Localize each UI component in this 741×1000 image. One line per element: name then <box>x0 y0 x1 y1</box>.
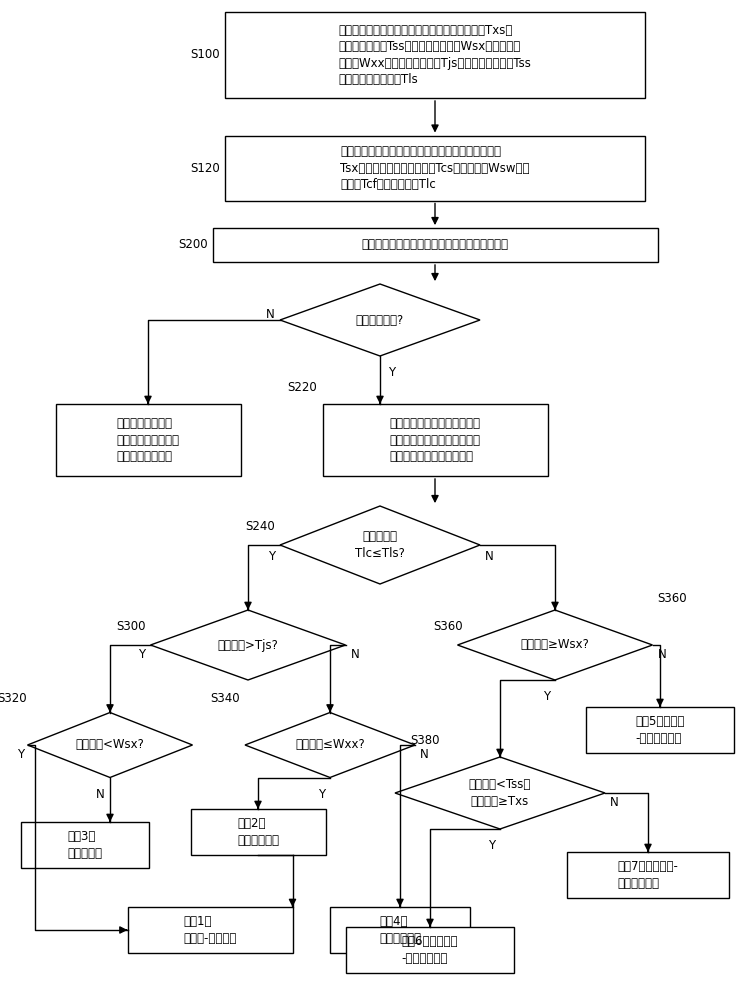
Polygon shape <box>395 757 605 829</box>
Text: S120: S120 <box>190 161 220 174</box>
FancyBboxPatch shape <box>127 907 293 953</box>
Text: 检测各种运行模式相关的参数实测值，包括水箱水温
Tsx、套管式换热器出水温度Tcs、水箱水位Wsw、厨
房温度Tcf和冷藏间温度Tlc: 检测各种运行模式相关的参数实测值，包括水箱水温 Tsx、套管式换热器出水温度Tc… <box>340 145 530 191</box>
FancyBboxPatch shape <box>213 228 657 262</box>
FancyBboxPatch shape <box>225 135 645 200</box>
Polygon shape <box>150 610 345 680</box>
Text: 模式6：热风升温
-冷藏冷风模式: 模式6：热风升温 -冷藏冷风模式 <box>402 935 458 965</box>
Text: Y: Y <box>488 839 495 852</box>
Text: S360: S360 <box>433 620 462 633</box>
Text: Y: Y <box>388 366 395 379</box>
Text: S340: S340 <box>210 692 240 704</box>
Text: Y: Y <box>318 788 325 800</box>
Text: 水箱水位<Wsx?: 水箱水位<Wsx? <box>76 738 144 752</box>
FancyBboxPatch shape <box>322 404 548 476</box>
FancyBboxPatch shape <box>330 907 470 953</box>
FancyBboxPatch shape <box>225 12 645 98</box>
Text: 获取运行模式参数设定值，包括水箱水温上限值Txs、
出水温度设定值Tss、水箱水位上限值Wsx、水箱水位
下限值Wxx、降温温度设定值Tjs、升温温度设定值Ts: 获取运行模式参数设定值，包括水箱水温上限值Txs、 出水温度设定值Tss、水箱水… <box>339 24 531 86</box>
Text: N: N <box>420 748 429 761</box>
Text: N: N <box>96 788 105 800</box>
Text: 厨房温度<Tss或
水箱水温≥Txs: 厨房温度<Tss或 水箱水温≥Txs <box>469 778 531 808</box>
Text: 水箱水位≥Wsx?: 水箱水位≥Wsx? <box>521 639 589 652</box>
Text: Y: Y <box>17 748 24 761</box>
Text: 模式7：热水保温-
冷藏冷风模式: 模式7：热水保温- 冷藏冷风模式 <box>617 860 679 890</box>
FancyBboxPatch shape <box>56 404 241 476</box>
Polygon shape <box>27 712 193 778</box>
Text: S100: S100 <box>190 48 220 62</box>
FancyBboxPatch shape <box>21 822 149 868</box>
Text: 自动模式切换?: 自动模式切换? <box>356 314 404 326</box>
Text: 根据控制面板的选
择，切换饭店后厨热
泵系统的运行模式: 根据控制面板的选 择，切换饭店后厨热 泵系统的运行模式 <box>116 417 179 463</box>
Text: 比较运行模式参数的实测值和
设定值，根据比较结果切换饭
店后厨热泵系统的运行模式: 比较运行模式参数的实测值和 设定值，根据比较结果切换饭 店后厨热泵系统的运行模式 <box>390 417 480 463</box>
Polygon shape <box>280 506 480 584</box>
Text: S220: S220 <box>288 381 317 394</box>
Text: 通过控制面板选择饭店后厨热泵系统的运行模式: 通过控制面板选择饭店后厨热泵系统的运行模式 <box>362 238 508 251</box>
Text: S380: S380 <box>410 734 439 747</box>
Text: Y: Y <box>268 550 275 563</box>
Text: Y: Y <box>543 690 550 703</box>
Text: 模式1：
制热水-制冷模式: 模式1： 制热水-制冷模式 <box>183 915 236 945</box>
Text: Y: Y <box>139 648 145 661</box>
Text: 模式4：
单除油污模式: 模式4： 单除油污模式 <box>379 915 421 945</box>
FancyBboxPatch shape <box>567 852 729 898</box>
Text: S240: S240 <box>245 520 275 533</box>
Text: N: N <box>657 648 666 661</box>
Text: N: N <box>485 550 494 563</box>
Text: S320: S320 <box>0 692 27 704</box>
FancyBboxPatch shape <box>346 927 514 973</box>
Text: S200: S200 <box>178 238 207 251</box>
Text: 模式5：制热水
-冷藏冷风模式: 模式5：制热水 -冷藏冷风模式 <box>635 715 685 745</box>
FancyBboxPatch shape <box>190 809 325 855</box>
FancyBboxPatch shape <box>586 707 734 753</box>
Text: S300: S300 <box>116 620 145 633</box>
Text: 模式2：
单制热水模式: 模式2： 单制热水模式 <box>237 817 279 847</box>
Text: 冷藏间温度
Tlc≤Tls?: 冷藏间温度 Tlc≤Tls? <box>355 530 405 560</box>
Polygon shape <box>280 284 480 356</box>
Text: N: N <box>610 796 619 809</box>
Polygon shape <box>245 712 415 778</box>
Text: S360: S360 <box>657 592 687 605</box>
Text: 厨房温度>Tjs?: 厨房温度>Tjs? <box>218 639 279 652</box>
Text: N: N <box>350 648 359 661</box>
Text: 模式3：
单制冷模式: 模式3： 单制冷模式 <box>67 830 102 860</box>
Text: 水箱水位≤Wxx?: 水箱水位≤Wxx? <box>295 738 365 752</box>
Polygon shape <box>457 610 653 680</box>
Text: N: N <box>266 308 275 322</box>
